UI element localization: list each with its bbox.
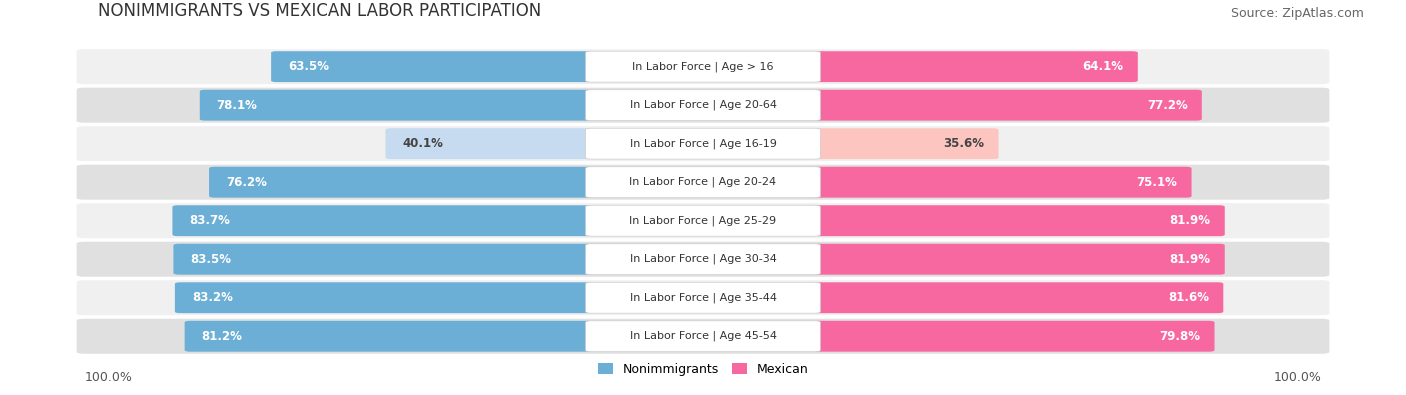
Text: In Labor Force | Age 16-19: In Labor Force | Age 16-19 <box>630 138 776 149</box>
Text: 76.2%: 76.2% <box>226 176 267 189</box>
Text: 40.1%: 40.1% <box>402 137 443 150</box>
FancyBboxPatch shape <box>200 90 593 120</box>
Text: 81.9%: 81.9% <box>1170 253 1211 266</box>
Text: 64.1%: 64.1% <box>1083 60 1123 73</box>
Text: 35.6%: 35.6% <box>943 137 984 150</box>
FancyBboxPatch shape <box>813 205 1225 236</box>
Text: 100.0%: 100.0% <box>84 371 132 384</box>
FancyBboxPatch shape <box>813 51 1137 82</box>
Text: 83.5%: 83.5% <box>190 253 231 266</box>
FancyBboxPatch shape <box>76 318 1330 354</box>
Text: In Labor Force | Age 20-64: In Labor Force | Age 20-64 <box>630 100 776 111</box>
FancyBboxPatch shape <box>209 167 593 198</box>
Text: In Labor Force | Age > 16: In Labor Force | Age > 16 <box>633 61 773 72</box>
FancyBboxPatch shape <box>585 205 821 236</box>
Text: 81.9%: 81.9% <box>1170 214 1211 227</box>
FancyBboxPatch shape <box>813 321 1215 352</box>
FancyBboxPatch shape <box>813 244 1225 275</box>
Text: 81.2%: 81.2% <box>201 330 242 343</box>
FancyBboxPatch shape <box>585 282 821 313</box>
Text: 83.7%: 83.7% <box>190 214 231 227</box>
Text: 79.8%: 79.8% <box>1160 330 1201 343</box>
FancyBboxPatch shape <box>585 167 821 198</box>
FancyBboxPatch shape <box>813 282 1223 313</box>
Text: 78.1%: 78.1% <box>217 99 257 112</box>
FancyBboxPatch shape <box>76 203 1330 239</box>
Text: Source: ZipAtlas.com: Source: ZipAtlas.com <box>1230 7 1364 20</box>
Text: In Labor Force | Age 45-54: In Labor Force | Age 45-54 <box>630 331 776 342</box>
Text: 100.0%: 100.0% <box>1274 371 1322 384</box>
FancyBboxPatch shape <box>585 244 821 275</box>
Text: NONIMMIGRANTS VS MEXICAN LABOR PARTICIPATION: NONIMMIGRANTS VS MEXICAN LABOR PARTICIPA… <box>98 2 541 20</box>
Text: 63.5%: 63.5% <box>288 60 329 73</box>
Text: In Labor Force | Age 35-44: In Labor Force | Age 35-44 <box>630 292 776 303</box>
Text: 77.2%: 77.2% <box>1147 99 1188 112</box>
Text: In Labor Force | Age 25-29: In Labor Force | Age 25-29 <box>630 215 776 226</box>
FancyBboxPatch shape <box>585 51 821 82</box>
FancyBboxPatch shape <box>813 167 1191 198</box>
FancyBboxPatch shape <box>585 321 821 352</box>
FancyBboxPatch shape <box>76 241 1330 277</box>
FancyBboxPatch shape <box>76 49 1330 85</box>
FancyBboxPatch shape <box>585 128 821 159</box>
FancyBboxPatch shape <box>585 90 821 120</box>
FancyBboxPatch shape <box>173 205 593 236</box>
FancyBboxPatch shape <box>271 51 593 82</box>
FancyBboxPatch shape <box>76 126 1330 162</box>
Text: 75.1%: 75.1% <box>1136 176 1177 189</box>
FancyBboxPatch shape <box>76 280 1330 316</box>
FancyBboxPatch shape <box>76 87 1330 123</box>
FancyBboxPatch shape <box>76 164 1330 200</box>
FancyBboxPatch shape <box>184 321 593 352</box>
Text: In Labor Force | Age 20-24: In Labor Force | Age 20-24 <box>630 177 776 188</box>
FancyBboxPatch shape <box>813 90 1202 120</box>
Text: 83.2%: 83.2% <box>191 291 232 304</box>
Text: In Labor Force | Age 30-34: In Labor Force | Age 30-34 <box>630 254 776 265</box>
FancyBboxPatch shape <box>174 282 593 313</box>
FancyBboxPatch shape <box>173 244 593 275</box>
FancyBboxPatch shape <box>385 128 593 159</box>
Legend: Nonimmigrants, Mexican: Nonimmigrants, Mexican <box>593 358 813 381</box>
Text: 81.6%: 81.6% <box>1168 291 1209 304</box>
FancyBboxPatch shape <box>813 128 998 159</box>
